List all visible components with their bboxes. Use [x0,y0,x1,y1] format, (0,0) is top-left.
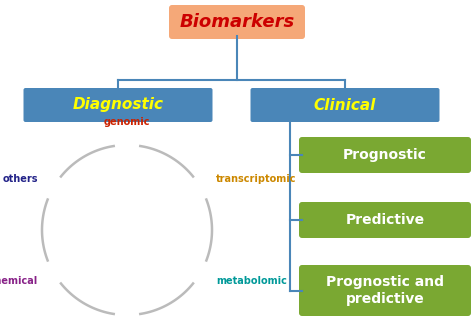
Text: Prognostic: Prognostic [343,148,427,162]
Text: Predictive: Predictive [346,213,425,227]
Text: transcriptomic: transcriptomic [216,173,297,183]
FancyBboxPatch shape [299,265,471,316]
Text: genomic: genomic [104,117,150,127]
Text: Prognostic and
predictive: Prognostic and predictive [326,275,444,306]
Text: immunohistochemical: immunohistochemical [0,276,38,286]
Text: metabolomic: metabolomic [216,276,287,286]
Text: others: others [2,173,38,183]
Text: Biomarkers: Biomarkers [179,13,295,31]
FancyBboxPatch shape [250,88,439,122]
Text: Diagnostic: Diagnostic [73,98,164,113]
Text: Clinical: Clinical [314,98,376,113]
FancyBboxPatch shape [299,137,471,173]
FancyBboxPatch shape [299,202,471,238]
FancyBboxPatch shape [24,88,212,122]
FancyBboxPatch shape [169,5,305,39]
